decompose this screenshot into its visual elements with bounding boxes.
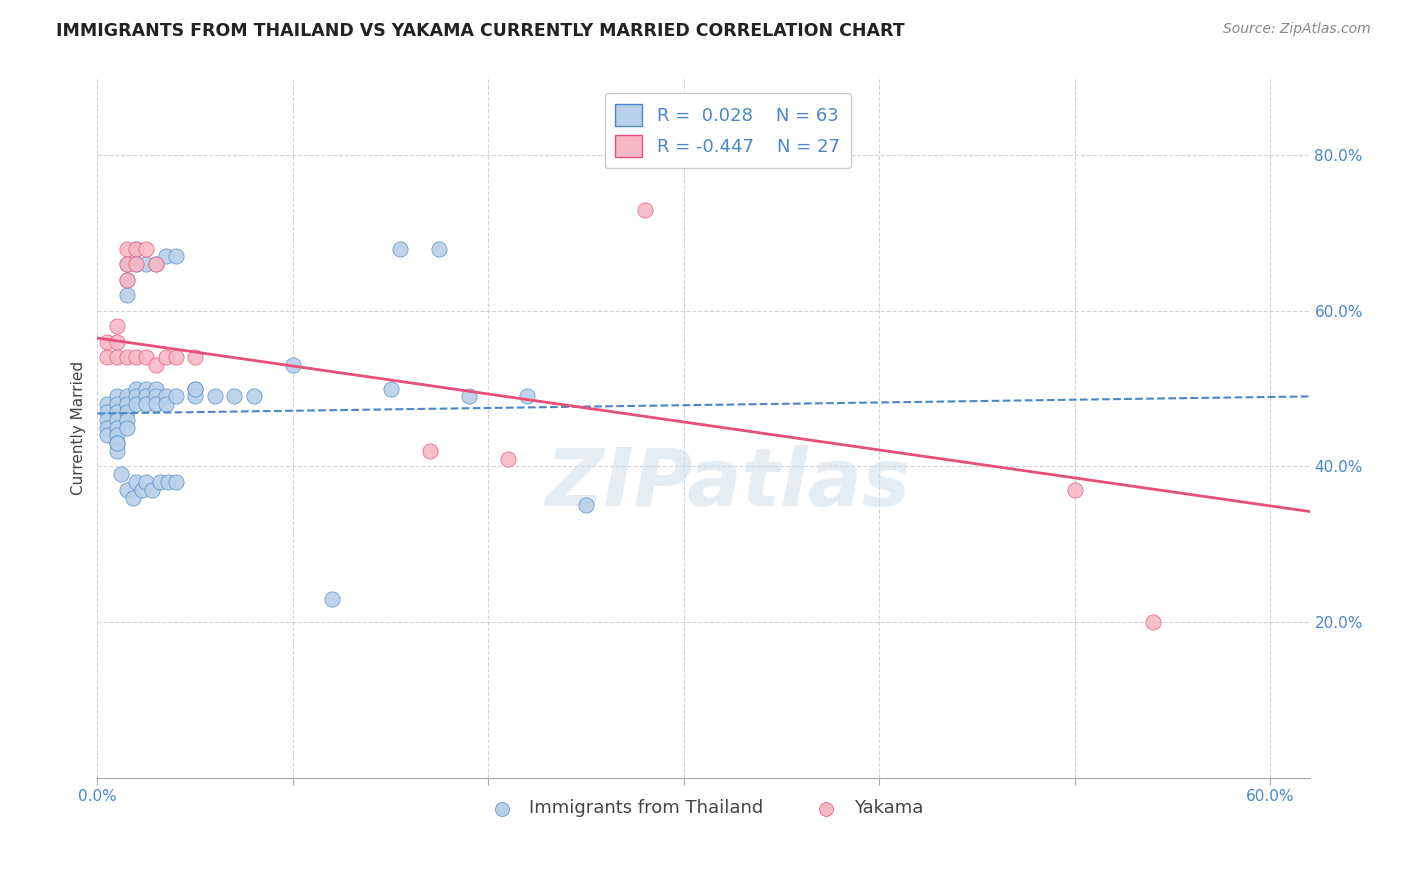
Point — [575, 498, 598, 512]
Point — [125, 257, 148, 271]
Point — [155, 351, 177, 365]
Point — [135, 242, 157, 256]
Point — [135, 351, 157, 365]
Point — [1142, 615, 1164, 629]
Text: Source: ZipAtlas.com: Source: ZipAtlas.com — [1223, 22, 1371, 37]
Point — [165, 389, 187, 403]
Point — [184, 382, 207, 396]
Point — [115, 420, 138, 434]
Point — [105, 389, 128, 403]
Point — [321, 591, 343, 606]
Point — [389, 242, 412, 256]
Point — [131, 483, 153, 497]
Point — [155, 397, 177, 411]
Point — [105, 436, 128, 450]
Point — [105, 413, 128, 427]
Point — [115, 288, 138, 302]
Text: IMMIGRANTS FROM THAILAND VS YAKAMA CURRENTLY MARRIED CORRELATION CHART: IMMIGRANTS FROM THAILAND VS YAKAMA CURRE… — [56, 22, 905, 40]
Point — [496, 451, 519, 466]
Point — [115, 351, 138, 365]
Point — [145, 389, 167, 403]
Point — [135, 475, 157, 489]
Point — [1064, 483, 1087, 497]
Point — [115, 397, 138, 411]
Point — [165, 475, 187, 489]
Point — [105, 319, 128, 334]
Point — [429, 242, 451, 256]
Point — [115, 273, 138, 287]
Point — [110, 467, 132, 482]
Point — [156, 475, 179, 489]
Point — [184, 382, 207, 396]
Legend: Immigrants from Thailand, Yakama: Immigrants from Thailand, Yakama — [477, 792, 931, 824]
Point — [125, 397, 148, 411]
Point — [149, 475, 172, 489]
Point — [96, 334, 118, 349]
Point — [115, 405, 138, 419]
Point — [184, 389, 207, 403]
Point — [105, 351, 128, 365]
Point — [96, 405, 118, 419]
Point — [457, 389, 479, 403]
Point — [135, 257, 157, 271]
Point — [105, 428, 128, 442]
Point — [634, 202, 657, 217]
Point — [224, 389, 246, 403]
Point — [105, 334, 128, 349]
Point — [165, 351, 187, 365]
Point — [184, 351, 207, 365]
Point — [115, 413, 138, 427]
Point — [145, 257, 167, 271]
Point — [125, 389, 148, 403]
Point — [96, 351, 118, 365]
Point — [125, 351, 148, 365]
Point — [204, 389, 226, 403]
Point — [516, 389, 538, 403]
Point — [125, 242, 148, 256]
Point — [145, 257, 167, 271]
Point — [242, 389, 264, 403]
Point — [96, 420, 118, 434]
Point — [105, 420, 128, 434]
Point — [165, 249, 187, 263]
Point — [141, 483, 163, 497]
Point — [125, 257, 148, 271]
Point — [105, 436, 128, 450]
Point — [419, 443, 441, 458]
Point — [115, 257, 138, 271]
Y-axis label: Currently Married: Currently Married — [72, 360, 86, 494]
Point — [115, 483, 138, 497]
Point — [145, 358, 167, 372]
Point — [115, 242, 138, 256]
Point — [96, 413, 118, 427]
Point — [380, 382, 402, 396]
Point — [155, 389, 177, 403]
Point — [121, 491, 143, 505]
Point — [125, 475, 148, 489]
Point — [125, 382, 148, 396]
Point — [125, 242, 148, 256]
Point — [115, 257, 138, 271]
Point — [155, 249, 177, 263]
Point — [105, 405, 128, 419]
Point — [105, 397, 128, 411]
Point — [105, 443, 128, 458]
Point — [96, 397, 118, 411]
Point — [135, 389, 157, 403]
Point — [135, 397, 157, 411]
Point — [135, 382, 157, 396]
Point — [145, 397, 167, 411]
Point — [145, 382, 167, 396]
Text: ZIPatlas: ZIPatlas — [546, 444, 910, 523]
Point — [115, 389, 138, 403]
Point — [96, 428, 118, 442]
Point — [115, 273, 138, 287]
Point — [281, 358, 304, 372]
